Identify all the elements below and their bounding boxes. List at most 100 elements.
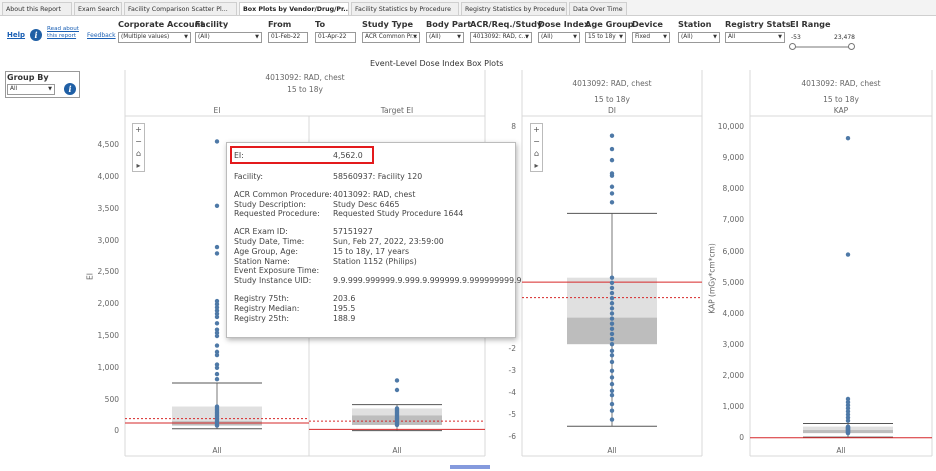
kap-x-label: All: [836, 446, 846, 455]
data-point: [214, 352, 220, 358]
data-point: [609, 290, 615, 296]
data-point: [845, 409, 851, 414]
ei-range-slider-track[interactable]: [792, 46, 852, 48]
y-tick-label: 4,000: [97, 172, 119, 182]
ei-range-min-handle[interactable]: [789, 43, 796, 50]
facility-dropdown[interactable]: (All) ▼: [195, 32, 262, 43]
tooltip-field-value: 188.9: [333, 313, 356, 323]
target-ei-x-label: All: [392, 446, 402, 455]
tooltip-field-value: 58560937: Facility 120: [333, 172, 423, 181]
data-point: [609, 417, 615, 422]
tab-data-over-time[interactable]: Data Over Time: [569, 2, 627, 15]
tab-exam-search[interactable]: Exam Search: [74, 2, 122, 15]
data-point: [609, 316, 615, 321]
data-point: [845, 415, 851, 420]
data-point: [214, 371, 220, 377]
from-date-input[interactable]: 01-Feb-22: [268, 32, 308, 43]
di-panel-header-1: 4013092: RAD, chest: [572, 79, 652, 88]
body-part-dropdown[interactable]: (All) ▼: [426, 32, 464, 43]
data-point: [609, 311, 615, 316]
feedback-link[interactable]: Feedback: [87, 32, 116, 39]
data-point: [214, 343, 220, 348]
data-point: [214, 139, 220, 144]
read-about-link[interactable]: Read about this report: [47, 26, 79, 39]
dose-index-dropdown[interactable]: (All) ▼: [538, 32, 580, 43]
y-tick-label: 2,000: [97, 299, 119, 309]
acr-dropdown[interactable]: 4013092: RAD, c... ▼: [470, 32, 532, 43]
play-icon[interactable]: ▸: [534, 161, 539, 170]
data-point: [214, 362, 220, 367]
device-dropdown[interactable]: Fixed ▼: [632, 32, 670, 43]
study-type-label: Study Type: [362, 19, 414, 29]
data-point: [214, 251, 220, 256]
y-tick-label: 3,000: [722, 339, 744, 349]
target-ei-panel-header: Target EI: [380, 106, 414, 115]
data-point: [394, 406, 400, 411]
y-tick-label: 3,500: [97, 203, 119, 213]
ei-range-min: -53: [791, 34, 801, 41]
from-label: From: [268, 19, 292, 29]
age-group-dropdown[interactable]: 15 to 18y ▼: [585, 32, 626, 43]
data-point: [845, 406, 851, 411]
to-date-input[interactable]: 01-Apr-22: [315, 32, 356, 43]
tab-registry-statistics[interactable]: Registry Statistics by Procedure: [461, 2, 567, 15]
station-label: Station: [678, 19, 712, 29]
info-icon[interactable]: i: [64, 83, 76, 95]
group-by-label: Group By: [7, 73, 49, 82]
chevron-down-icon: ▼: [619, 34, 623, 40]
chevron-down-icon: ▼: [663, 34, 667, 40]
data-point: [609, 280, 615, 285]
di-panel-header-3: DI: [608, 106, 616, 115]
play-icon[interactable]: ▸: [136, 161, 141, 170]
y-tick-label: 1,000: [722, 401, 744, 411]
data-point: [609, 381, 615, 387]
kap-panel-header-1: 4013092: RAD, chest: [801, 79, 881, 88]
tooltip-field-label: Event Exposure Time:: [234, 266, 320, 276]
chevron-down-icon: ▼: [255, 34, 259, 40]
group-by-dropdown[interactable]: All ▼: [7, 84, 55, 95]
tab-about[interactable]: About this Report: [2, 2, 72, 15]
data-point: [609, 295, 615, 301]
y-tick-label: -6: [508, 432, 516, 442]
age-group-value: 15 to 18y: [588, 34, 616, 40]
ei-range-max-handle[interactable]: [848, 43, 855, 50]
data-point: [214, 365, 220, 370]
corporate-account-dropdown[interactable]: (Multiple values) ▼: [118, 32, 191, 43]
ei-group-subheader: 15 to 18y: [287, 85, 323, 94]
tab-facility-statistics[interactable]: Facility Statistics by Procedure: [351, 2, 459, 15]
di-panel-header-2: 15 to 18y: [594, 95, 630, 104]
home-icon[interactable]: ⌂: [533, 149, 540, 158]
zoom-out-icon[interactable]: −: [533, 137, 540, 146]
station-dropdown[interactable]: (All) ▼: [678, 32, 720, 43]
zoom-in-icon[interactable]: +: [135, 125, 142, 134]
ei-zoom-toolbar: + − ⌂ ▸: [132, 123, 145, 172]
y-tick-label: 1,000: [97, 362, 119, 372]
tooltip-field-value: 15 to 18y, 17 years: [333, 246, 410, 256]
home-icon[interactable]: ⌂: [135, 149, 142, 158]
y-tick-label: 0: [739, 432, 744, 442]
tab-box-plots[interactable]: Box Plots by Vendor/Drug/Pr...: [239, 2, 349, 15]
tooltip-field-label: Age Group, Age:: [234, 246, 298, 256]
info-icon[interactable]: i: [30, 29, 42, 41]
study-type-dropdown[interactable]: ACR Common Pr... ▼: [362, 32, 420, 43]
age-group-label: Age Group: [585, 19, 634, 29]
zoom-out-icon[interactable]: −: [135, 137, 142, 146]
tooltip-field-label: Requested Procedure:: [234, 209, 320, 219]
facility-label: Facility: [195, 19, 229, 29]
registry-stats-dropdown[interactable]: All ▼: [725, 32, 785, 43]
ei-x-label: All: [212, 446, 222, 455]
data-point-tooltip: EI: 4,562.0 Facility: 58560937: Facility …: [226, 142, 522, 338]
corporate-account-label: Corporate Account: [118, 19, 205, 29]
data-point: [609, 336, 615, 342]
body-part-label: Body Part: [426, 19, 472, 29]
data-point: [845, 402, 851, 408]
help-link[interactable]: Help: [7, 31, 26, 39]
zoom-in-icon[interactable]: +: [533, 125, 540, 134]
y-tick-label: 6,000: [722, 246, 744, 256]
data-point: [609, 171, 615, 176]
tab-facility-comparison[interactable]: Facility Comparison Scatter Pl...: [124, 2, 237, 15]
kap-panel-header-2: 15 to 18y: [823, 95, 859, 104]
y-tick-label: 9,000: [722, 153, 744, 163]
tooltip-field-value: Study Desc 6465: [333, 199, 400, 209]
